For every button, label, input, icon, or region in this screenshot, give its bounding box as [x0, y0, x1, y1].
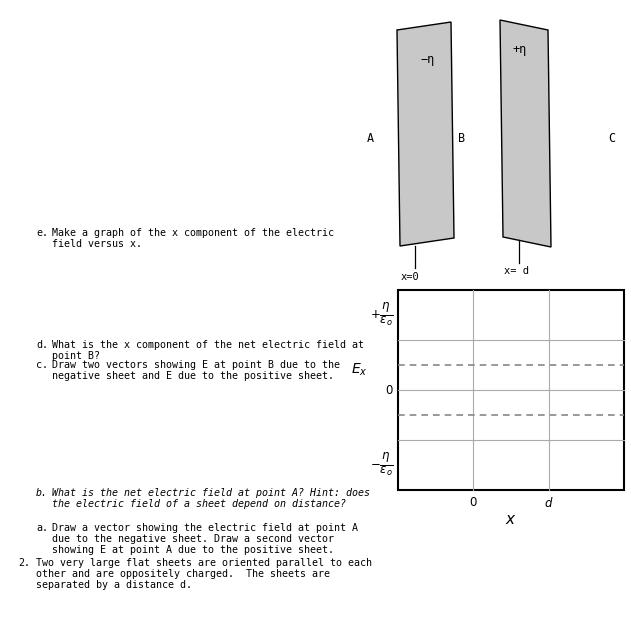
- Text: negative sheet and E due to the positive sheet.: negative sheet and E due to the positive…: [52, 371, 334, 381]
- Text: d.: d.: [36, 340, 48, 350]
- Text: 2.: 2.: [18, 558, 30, 568]
- Text: the electric field of a sheet depend on distance?: the electric field of a sheet depend on …: [52, 499, 346, 509]
- Text: b.: b.: [36, 488, 48, 498]
- Text: +η: +η: [513, 44, 527, 57]
- Polygon shape: [500, 20, 551, 247]
- Text: $0$: $0$: [386, 384, 394, 396]
- Text: separated by a distance d.: separated by a distance d.: [36, 580, 192, 590]
- Bar: [398, 290, 624, 490]
- Text: B: B: [459, 131, 466, 144]
- Text: A: A: [367, 131, 374, 144]
- Text: Draw a vector showing the electric field at point A: Draw a vector showing the electric field…: [52, 523, 358, 533]
- Text: −η: −η: [421, 53, 435, 67]
- Text: Two very large flat sheets are oriented parallel to each: Two very large flat sheets are oriented …: [36, 558, 372, 568]
- Polygon shape: [397, 22, 454, 246]
- Text: $x$: $x$: [505, 512, 517, 527]
- Text: $E_x$: $E_x$: [351, 362, 368, 378]
- Text: What is the x component of the net electric field at: What is the x component of the net elect…: [52, 340, 364, 350]
- Text: point B?: point B?: [52, 351, 100, 361]
- Text: field versus x.: field versus x.: [52, 239, 142, 249]
- Text: e.: e.: [36, 228, 48, 238]
- Text: What is the net electric field at point A? Hint: does: What is the net electric field at point …: [52, 488, 370, 498]
- Text: due to the negative sheet. Draw a second vector: due to the negative sheet. Draw a second…: [52, 534, 334, 544]
- Text: $+\dfrac{\eta}{\varepsilon_o}$: $+\dfrac{\eta}{\varepsilon_o}$: [370, 302, 394, 328]
- Text: C: C: [608, 131, 616, 144]
- Text: showing E at point A due to the positive sheet.: showing E at point A due to the positive…: [52, 545, 334, 555]
- Text: $-\dfrac{\eta}{\varepsilon_o}$: $-\dfrac{\eta}{\varepsilon_o}$: [370, 452, 394, 478]
- Text: a.: a.: [36, 523, 48, 533]
- Text: x=0: x=0: [401, 272, 420, 282]
- Text: c.: c.: [36, 360, 48, 370]
- Text: other and are oppositely charged.  The sheets are: other and are oppositely charged. The sh…: [36, 569, 330, 579]
- Text: $d$: $d$: [544, 496, 553, 510]
- Text: Draw two vectors showing E at point B due to the: Draw two vectors showing E at point B du…: [52, 360, 340, 370]
- Text: $0$: $0$: [469, 496, 478, 509]
- Text: Make a graph of the x component of the electric: Make a graph of the x component of the e…: [52, 228, 334, 238]
- Text: x= d: x= d: [504, 266, 529, 276]
